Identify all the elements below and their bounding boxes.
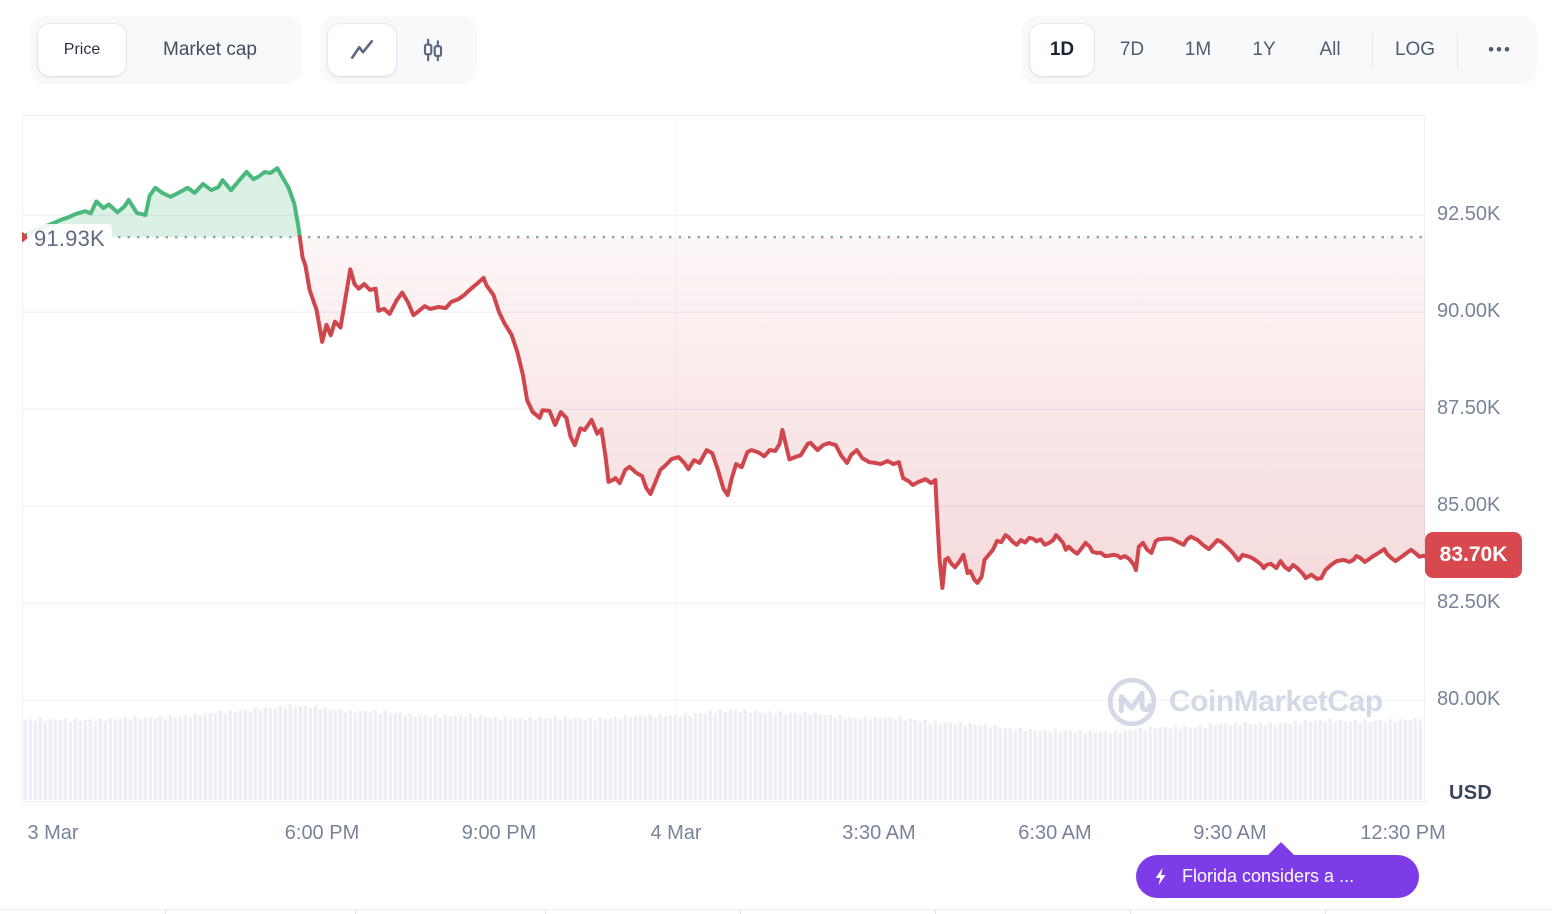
news-ticker-badge[interactable]: Florida considers a ...	[1136, 855, 1419, 898]
x-axis-label: 4 Mar	[650, 822, 702, 844]
tab-price[interactable]: Price	[38, 24, 126, 76]
range-tab-1m[interactable]: 1M	[1184, 39, 1212, 60]
x-axis-label: 12:30 PM	[1360, 822, 1446, 844]
range-divider	[1457, 33, 1458, 67]
range-tab-7d[interactable]: 7D	[1119, 39, 1145, 60]
range-divider	[1372, 33, 1373, 67]
news-badge-pointer	[1267, 842, 1295, 856]
ruler-tick	[1130, 910, 1131, 914]
ruler-tick	[1325, 910, 1326, 914]
line-chart-icon	[350, 40, 374, 59]
x-axis-label: 9:00 PM	[461, 822, 537, 844]
ruler-tick	[165, 910, 166, 914]
y-axis-label: 90.00K	[1437, 300, 1501, 322]
ruler-tick	[545, 910, 546, 914]
tab-market-cap[interactable]: Market cap	[126, 39, 294, 61]
lightning-bolt-icon	[1155, 867, 1166, 886]
tab-price-label: Price	[63, 41, 101, 58]
x-axis-label: 6:30 AM	[1018, 822, 1092, 844]
y-axis-label: 82.50K	[1437, 591, 1501, 613]
y-axis-label: 87.50K	[1437, 397, 1501, 419]
y-axis-label: 85.00K	[1437, 494, 1501, 516]
x-axis-label: 6:00 PM	[284, 822, 360, 844]
open-price-label: 91.93K	[27, 224, 112, 254]
price-chart-svg[interactable]	[22, 115, 1425, 802]
tab-market-cap-label: Market cap	[163, 39, 257, 60]
ruler-tick	[740, 910, 741, 914]
x-axis-label: 9:30 AM	[1193, 822, 1267, 844]
candlestick-chart-type-button[interactable]	[396, 37, 469, 63]
ruler-tick	[935, 910, 936, 914]
range-tab-1d[interactable]: 1D	[1030, 24, 1094, 76]
bottom-divider	[0, 909, 1552, 914]
y-axis-label: 92.50K	[1437, 203, 1501, 225]
range-tab-all[interactable]: All	[1319, 39, 1341, 60]
more-options-button[interactable]: •••	[1488, 40, 1512, 59]
last-price-badge: 83.70K	[1425, 532, 1522, 578]
candlestick-icon	[423, 38, 442, 62]
currency-label: USD	[1449, 782, 1493, 804]
ruler-tick	[355, 910, 356, 914]
news-badge-text: Florida considers a ...	[1182, 866, 1355, 886]
range-tab-1y[interactable]: 1Y	[1252, 39, 1276, 60]
range-tab-log[interactable]: LOG	[1394, 39, 1436, 60]
x-axis-label: 3:30 AM	[842, 822, 916, 844]
plot-area[interactable]	[22, 115, 1425, 802]
chart-type-toggle-group	[320, 16, 477, 84]
x-axis-label: 3 Mar	[27, 822, 79, 844]
line-chart-type-button[interactable]	[328, 24, 396, 76]
y-axis-label: 80.00K	[1437, 688, 1501, 710]
range-toggle-group: 1D 7D 1M 1Y All LOG •••	[1021, 16, 1537, 84]
metric-toggle-group: Price Market cap	[30, 16, 302, 84]
